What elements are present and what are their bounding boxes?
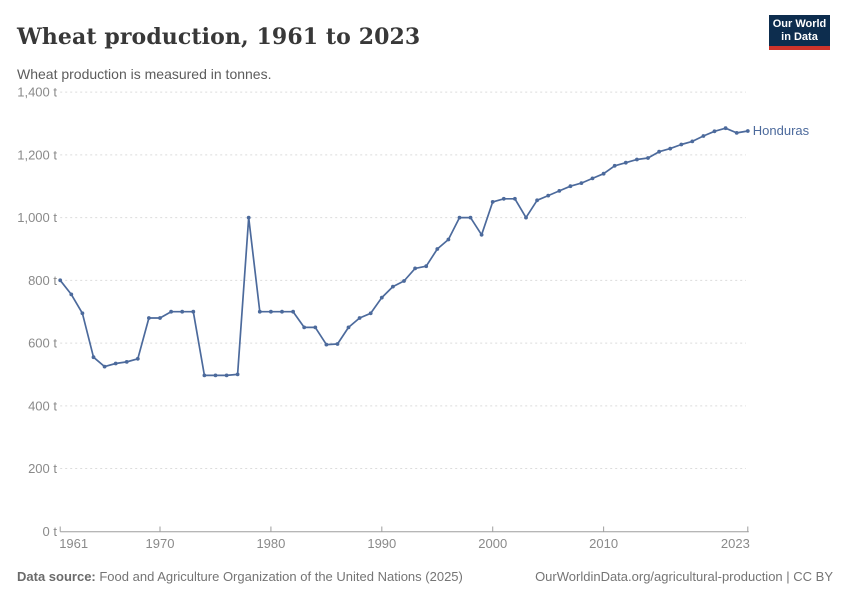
data-point[interactable] xyxy=(191,309,196,314)
data-point[interactable] xyxy=(690,139,695,144)
data-point[interactable] xyxy=(346,325,351,330)
data-point[interactable] xyxy=(379,295,384,300)
data-point[interactable] xyxy=(113,361,118,366)
data-point[interactable] xyxy=(734,131,739,135)
data-point[interactable] xyxy=(135,356,140,361)
data-point[interactable] xyxy=(302,325,307,330)
y-tick-label: 1,000 t xyxy=(17,210,57,225)
y-tick-label: 600 t xyxy=(28,336,57,351)
data-point[interactable] xyxy=(623,160,628,165)
data-point[interactable] xyxy=(557,189,562,193)
data-source-text: Food and Agriculture Organization of the… xyxy=(95,569,463,584)
data-point[interactable] xyxy=(524,215,528,220)
chart-footer: Data source: Food and Agriculture Organi… xyxy=(17,569,833,584)
y-tick-label: 400 t xyxy=(28,398,57,413)
data-point[interactable] xyxy=(235,372,240,377)
data-point[interactable] xyxy=(612,163,617,168)
data-point[interactable] xyxy=(712,129,717,134)
data-point[interactable] xyxy=(745,129,750,133)
data-point[interactable] xyxy=(80,311,85,316)
data-point[interactable] xyxy=(723,126,728,131)
data-point[interactable] xyxy=(435,247,440,251)
data-point[interactable] xyxy=(590,176,595,181)
data-point[interactable] xyxy=(413,266,417,271)
data-point[interactable] xyxy=(402,279,406,283)
data-point[interactable] xyxy=(457,215,462,220)
data-point[interactable] xyxy=(180,309,185,314)
x-tick-label: 1961 xyxy=(59,536,88,551)
y-tick-label: 0 t xyxy=(43,524,58,539)
data-point[interactable] xyxy=(479,232,484,237)
data-point[interactable] xyxy=(291,309,295,314)
x-tick-label: 2010 xyxy=(589,536,618,551)
owid-logo-line2: in Data xyxy=(781,30,818,43)
x-tick-label: 1980 xyxy=(256,536,285,551)
data-point[interactable] xyxy=(280,309,284,314)
data-point[interactable] xyxy=(324,342,329,347)
data-point[interactable] xyxy=(601,171,606,176)
data-point[interactable] xyxy=(357,316,362,320)
data-point[interactable] xyxy=(213,373,218,378)
data-point[interactable] xyxy=(635,157,639,162)
data-point[interactable] xyxy=(568,184,573,189)
owid-logo-line1: Our World xyxy=(772,17,827,30)
chart-subtitle: Wheat production is measured in tonnes. xyxy=(17,66,272,82)
data-point[interactable] xyxy=(246,215,251,220)
data-point[interactable] xyxy=(701,134,706,138)
data-point[interactable] xyxy=(335,342,340,346)
y-tick-label: 1,400 t xyxy=(17,85,57,100)
data-point[interactable] xyxy=(424,264,429,269)
data-point[interactable] xyxy=(468,215,473,220)
data-point[interactable] xyxy=(69,292,74,297)
data-point[interactable] xyxy=(446,237,451,242)
data-point[interactable] xyxy=(391,284,395,289)
data-point[interactable] xyxy=(490,200,495,204)
data-point[interactable] xyxy=(657,149,661,154)
data-point[interactable] xyxy=(158,316,162,320)
data-point[interactable] xyxy=(147,316,151,320)
x-tick-label: 2000 xyxy=(478,536,507,551)
x-tick-label: 2023 xyxy=(721,536,750,551)
data-point[interactable] xyxy=(224,373,229,378)
data-point[interactable] xyxy=(535,198,539,203)
data-point[interactable] xyxy=(513,196,517,201)
data-point[interactable] xyxy=(579,181,584,186)
data-source-note: Data source: Food and Agriculture Organi… xyxy=(17,569,463,584)
page-title: Wheat production, 1961 to 2023 xyxy=(17,23,421,50)
data-point[interactable] xyxy=(202,373,207,378)
data-point[interactable] xyxy=(668,146,673,151)
data-point[interactable] xyxy=(313,325,318,330)
y-tick-label: 200 t xyxy=(28,461,57,476)
data-point[interactable] xyxy=(58,278,63,283)
data-point[interactable] xyxy=(169,309,174,314)
data-point[interactable] xyxy=(501,196,506,201)
data-point[interactable] xyxy=(102,364,107,369)
data-point[interactable] xyxy=(368,311,373,316)
data-point[interactable] xyxy=(91,355,96,360)
data-point[interactable] xyxy=(679,142,684,147)
data-point[interactable] xyxy=(257,309,262,314)
entity-label-honduras[interactable]: Honduras xyxy=(752,123,810,138)
owid-logo[interactable]: Our World in Data xyxy=(769,15,830,50)
data-point[interactable] xyxy=(546,193,551,198)
data-point[interactable] xyxy=(646,156,650,160)
y-tick-label: 1,200 t xyxy=(17,147,57,162)
data-source-label: Data source: xyxy=(17,569,96,584)
x-tick-label: 1990 xyxy=(367,536,396,551)
owid-license-link[interactable]: OurWorldinData.org/agricultural-producti… xyxy=(535,569,833,584)
data-point[interactable] xyxy=(269,309,273,314)
series-line-honduras[interactable] xyxy=(59,127,749,377)
y-tick-label: 800 t xyxy=(28,273,57,288)
x-tick-label: 1970 xyxy=(146,536,175,551)
data-point[interactable] xyxy=(124,360,129,364)
